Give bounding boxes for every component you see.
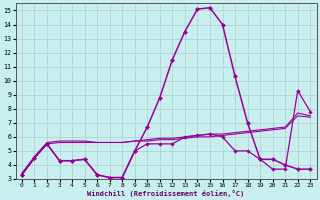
X-axis label: Windchill (Refroidissement éolien,°C): Windchill (Refroidissement éolien,°C): [87, 190, 245, 197]
